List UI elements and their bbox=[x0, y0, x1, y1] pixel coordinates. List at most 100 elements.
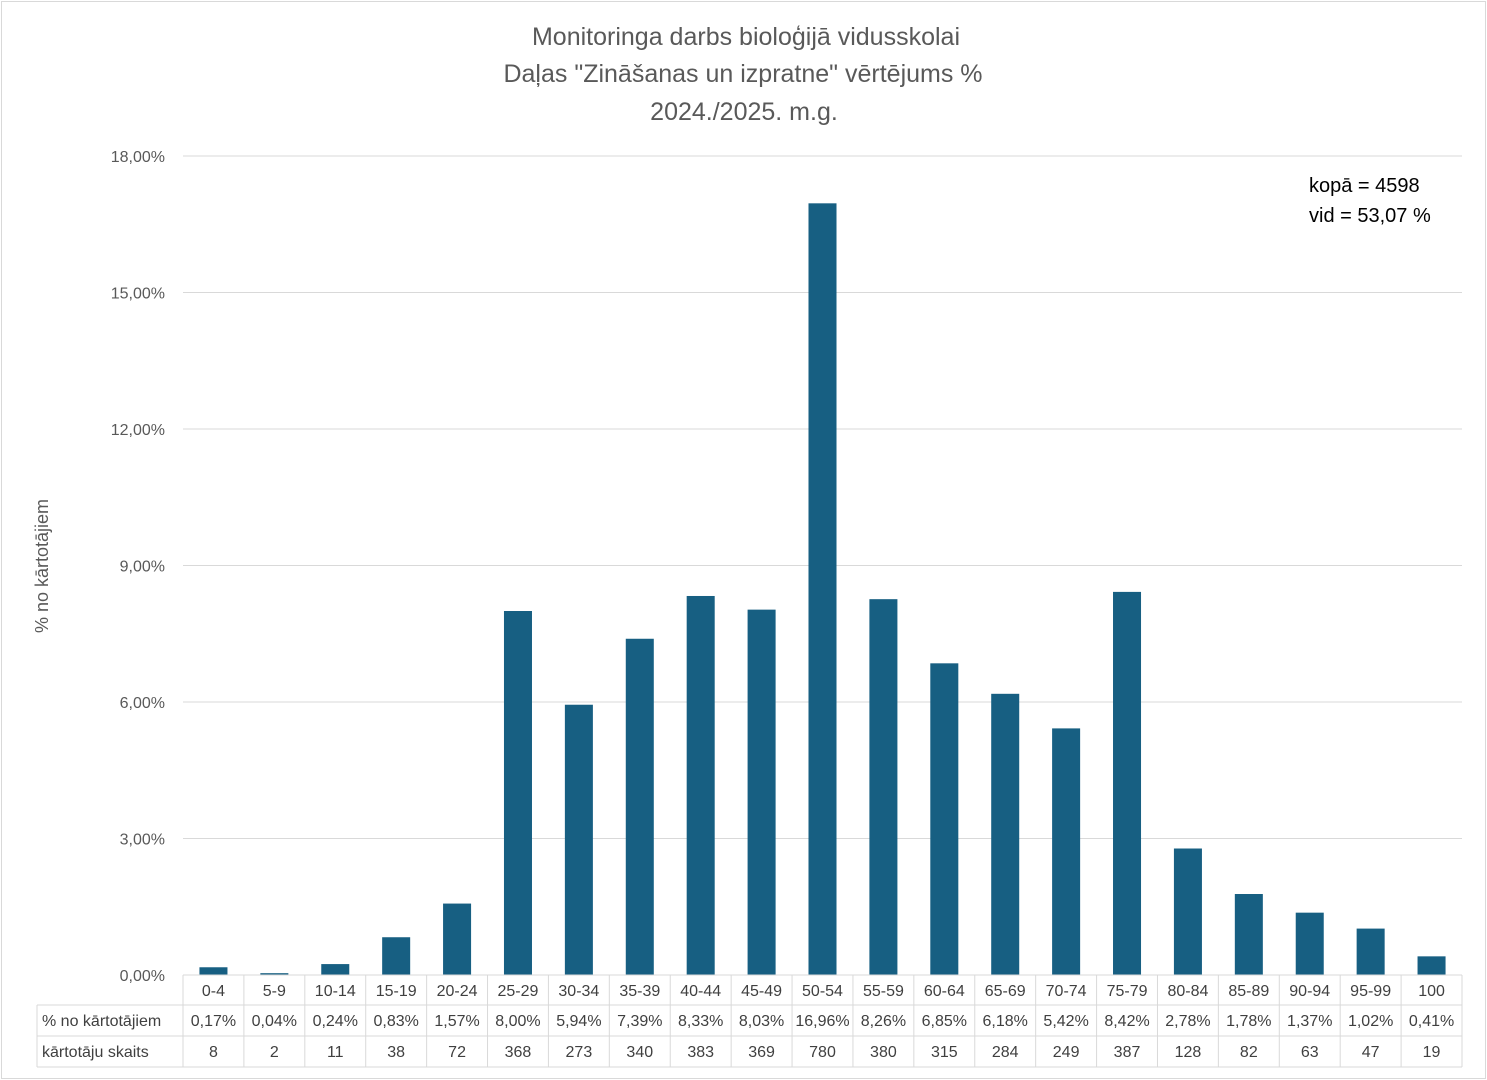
table-cell: 82 bbox=[1240, 1044, 1258, 1061]
table-cell: 0,17% bbox=[191, 1013, 236, 1030]
bar-55-59 bbox=[869, 599, 898, 975]
bar-15-19 bbox=[382, 937, 411, 975]
y-tick-label: 15,00% bbox=[111, 286, 165, 303]
table-cell: 63 bbox=[1301, 1044, 1319, 1061]
y-axis-label: % no kārtotājiem bbox=[32, 499, 52, 633]
y-tick-label: 0,00% bbox=[120, 968, 165, 985]
bars bbox=[199, 203, 1446, 975]
table-cell: 0,41% bbox=[1409, 1013, 1454, 1030]
bar-50-54 bbox=[808, 203, 837, 975]
table-cell: 8,33% bbox=[678, 1013, 723, 1030]
table-cell: 1,78% bbox=[1226, 1013, 1271, 1030]
table-cell: 0,04% bbox=[252, 1013, 297, 1030]
table-cell: 128 bbox=[1175, 1044, 1202, 1061]
table-cell: 38 bbox=[387, 1044, 405, 1061]
category-label: 85-89 bbox=[1228, 983, 1269, 1000]
category-label: 95-99 bbox=[1350, 983, 1391, 1000]
category-label: 65-69 bbox=[985, 983, 1026, 1000]
category-label: 10-14 bbox=[315, 983, 356, 1000]
table-cell: 8,42% bbox=[1104, 1013, 1149, 1030]
table-cell: 380 bbox=[870, 1044, 897, 1061]
y-tick-label: 12,00% bbox=[111, 422, 165, 439]
bar-80-84 bbox=[1173, 848, 1202, 975]
category-label: 30-34 bbox=[558, 983, 599, 1000]
category-label: 55-59 bbox=[863, 983, 904, 1000]
bar-20-24 bbox=[443, 903, 472, 975]
bar-85-89 bbox=[1234, 894, 1263, 975]
table-cell: 8 bbox=[209, 1044, 218, 1061]
bar-25-29 bbox=[503, 611, 532, 975]
table-cell: 368 bbox=[505, 1044, 532, 1061]
category-label: 5-9 bbox=[263, 983, 286, 1000]
table-cell: 72 bbox=[448, 1044, 466, 1061]
table-cell: 0,24% bbox=[313, 1013, 358, 1030]
table-cell: 8,26% bbox=[861, 1013, 906, 1030]
y-tick-label: 18,00% bbox=[111, 149, 165, 166]
category-label: 25-29 bbox=[498, 983, 539, 1000]
annotation-total: kopā = 4598 bbox=[1309, 175, 1420, 197]
category-label: 45-49 bbox=[741, 983, 782, 1000]
table-cell: 2 bbox=[270, 1044, 279, 1061]
table-cell: 8,03% bbox=[739, 1013, 784, 1030]
table-cell: 47 bbox=[1362, 1044, 1380, 1061]
table-cell: 383 bbox=[687, 1044, 714, 1061]
category-label: 15-19 bbox=[376, 983, 417, 1000]
category-label: 70-74 bbox=[1046, 983, 1087, 1000]
table-cell: 315 bbox=[931, 1044, 958, 1061]
table-cell: 284 bbox=[992, 1044, 1019, 1061]
bar-10-14 bbox=[321, 964, 350, 975]
bar-100 bbox=[1417, 956, 1446, 975]
annotation-mean: vid = 53,07 % bbox=[1309, 205, 1431, 227]
table-cell: 19 bbox=[1423, 1044, 1441, 1061]
table-cell: 16,96% bbox=[795, 1013, 849, 1030]
bar-30-34 bbox=[564, 704, 593, 975]
table-cell: 5,94% bbox=[556, 1013, 601, 1030]
table-cell: 780 bbox=[809, 1044, 836, 1061]
bar-45-49 bbox=[747, 609, 776, 975]
chart-title-line-1: Monitoringa darbs bioloģijā vidusskolai bbox=[532, 23, 960, 51]
category-label: 100 bbox=[1418, 983, 1445, 1000]
bar-40-44 bbox=[686, 595, 715, 975]
table-cell: 1,37% bbox=[1287, 1013, 1332, 1030]
table-row-label: % no kārtotājiem bbox=[42, 1013, 161, 1030]
category-label: 60-64 bbox=[924, 983, 965, 1000]
table-cell: 369 bbox=[748, 1044, 775, 1061]
bar-5-9 bbox=[260, 973, 289, 975]
table-cell: 1,02% bbox=[1348, 1013, 1393, 1030]
category-label: 90-94 bbox=[1289, 983, 1330, 1000]
y-tick-label: 3,00% bbox=[120, 832, 165, 849]
table-cell: 11 bbox=[327, 1044, 344, 1061]
category-label: 75-79 bbox=[1107, 983, 1148, 1000]
table-cell: 5,42% bbox=[1043, 1013, 1088, 1030]
y-tick-label: 6,00% bbox=[120, 695, 165, 712]
table-cell: 6,85% bbox=[922, 1013, 967, 1030]
table-row-label: kārtotāju skaits bbox=[42, 1044, 149, 1061]
data-table: 0-4 5-9 10-14 15-19 20-24 25-29 30-34 35-39 40-4… bbox=[36, 974, 1463, 1068]
category-label: 40-44 bbox=[680, 983, 721, 1000]
bar-35-39 bbox=[625, 638, 654, 975]
bar-60-64 bbox=[930, 663, 959, 975]
y-tick-labels: 0,00% 3,00% 6,00% 9,00% 12,00% 15,00% 18,00% bbox=[111, 149, 165, 985]
table-cell: 6,18% bbox=[983, 1013, 1028, 1030]
bar-0-4 bbox=[199, 967, 228, 975]
category-label: 80-84 bbox=[1167, 983, 1208, 1000]
y-tick-label: 9,00% bbox=[120, 559, 165, 576]
chart-title: Monitoringa darbs bioloģijā vidusskolai … bbox=[503, 23, 982, 126]
annotation-box: kopā = 4598 vid = 53,07 % bbox=[1309, 175, 1431, 227]
table-cell: 7,39% bbox=[617, 1013, 662, 1030]
bar-90-94 bbox=[1295, 912, 1324, 975]
table-cell: 0,83% bbox=[373, 1013, 418, 1030]
table-cell: 1,57% bbox=[434, 1013, 479, 1030]
category-label: 35-39 bbox=[619, 983, 660, 1000]
table-cell: 387 bbox=[1114, 1044, 1141, 1061]
table-cell: 249 bbox=[1053, 1044, 1080, 1061]
chart-title-line-3: 2024./2025. m.g. bbox=[650, 98, 838, 126]
table-cell: 2,78% bbox=[1165, 1013, 1210, 1030]
category-label: 20-24 bbox=[437, 983, 478, 1000]
table-cell: 340 bbox=[626, 1044, 653, 1061]
category-label: 50-54 bbox=[802, 983, 843, 1000]
chart-title-line-2: Daļas "Zināšanas un izpratne" vērtējums … bbox=[503, 60, 982, 88]
bar-95-99 bbox=[1356, 928, 1385, 975]
bar-65-69 bbox=[991, 693, 1020, 975]
